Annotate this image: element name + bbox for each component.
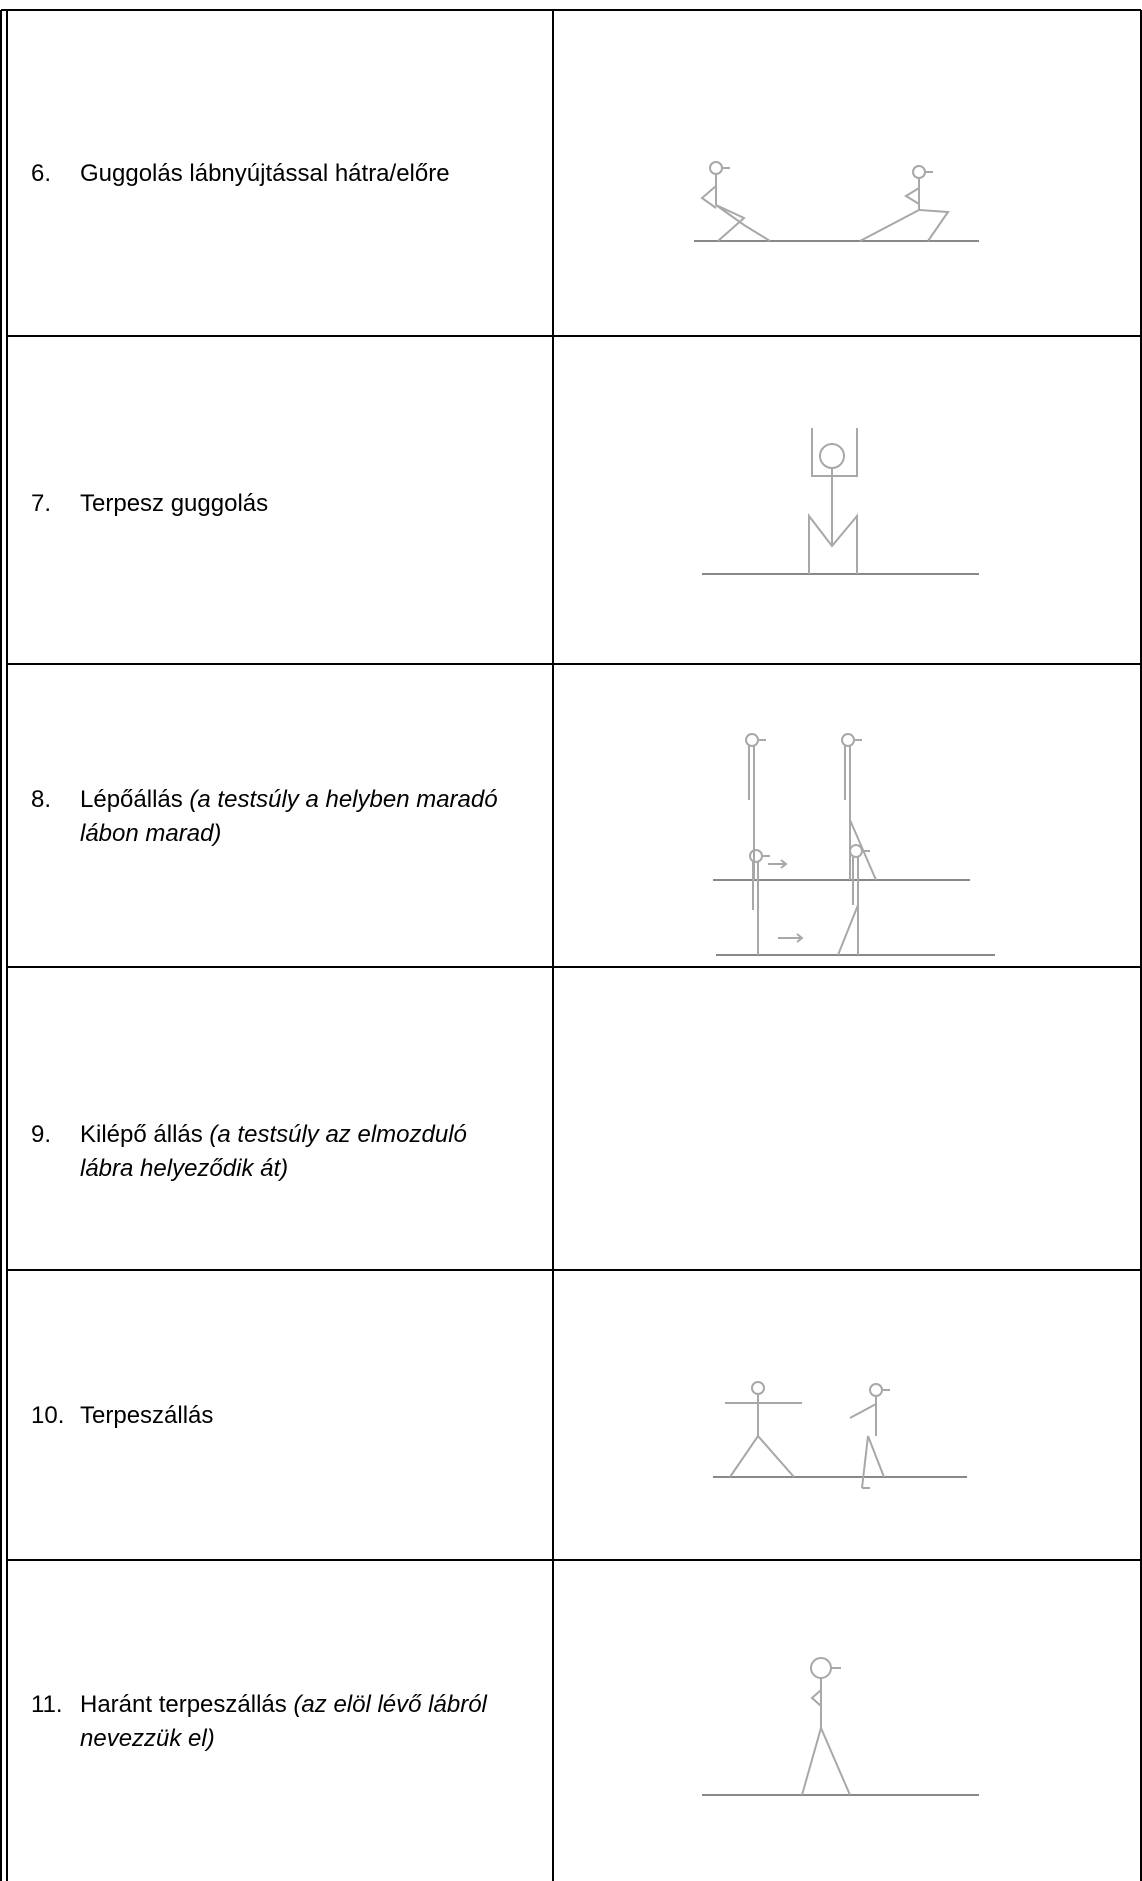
item-number: 10. <box>31 1402 65 1429</box>
figure-step-stance <box>713 733 970 881</box>
item-text: Terpeszállás <box>80 1399 500 1433</box>
figure-wide-squat <box>702 428 979 575</box>
item-text: Kilépő állás (a testsúly az elmozduló lá… <box>80 1118 500 1186</box>
table-borders <box>0 9 1142 1881</box>
figure-cross-straddle <box>702 1657 979 1796</box>
item-text: Guggolás lábnyújtással hátra/előre <box>80 157 500 191</box>
item-number: 8. <box>31 786 52 813</box>
item-note: (a testsúly a helyben maradó lábon marad… <box>80 786 498 847</box>
item-number: 9. <box>31 1121 52 1148</box>
item-title: Terpeszállás <box>80 1402 214 1429</box>
item-title: Haránt terpeszállás <box>80 1691 287 1718</box>
item-number: 6. <box>31 160 52 187</box>
figure-lunge-stance <box>716 844 995 956</box>
item-title: Lépőállás <box>80 786 183 813</box>
item-title: Kilépő állás <box>80 1121 203 1148</box>
item-text: Haránt terpeszállás (az elöl lévő lábról… <box>80 1688 500 1756</box>
item-title: Guggolás lábnyújtással hátra/előre <box>80 160 450 187</box>
item-number: 7. <box>31 490 52 517</box>
item-text: Lépőállás (a testsúly a helyben maradó l… <box>80 783 500 851</box>
figure-squat-leg-extension <box>694 161 979 242</box>
item-note: (a testsúly az elmozduló lábra helyeződi… <box>80 1121 467 1182</box>
item-text: Terpesz guggolás <box>80 487 500 521</box>
figure-straddle-stance <box>713 1381 967 1489</box>
item-number: 11. <box>31 1691 63 1718</box>
item-title: Terpesz guggolás <box>80 490 269 517</box>
item-note: (az elöl lévő lábról nevezzük el) <box>80 1691 487 1752</box>
